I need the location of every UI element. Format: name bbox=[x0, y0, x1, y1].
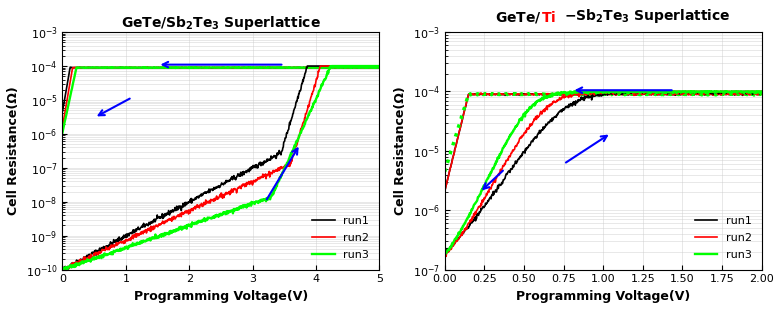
run2 bbox=[649, 91, 658, 95]
run1 bbox=[440, 250, 449, 254]
run2 bbox=[726, 91, 736, 95]
run1 bbox=[159, 213, 168, 217]
run3 bbox=[305, 113, 314, 116]
run2 bbox=[530, 118, 539, 122]
run1 bbox=[59, 268, 68, 272]
Title: $\mathbf{GeTe/Sb_2Te_3\ Superlattice}$: $\mathbf{GeTe/Sb_2Te_3\ Superlattice}$ bbox=[121, 14, 321, 32]
run2 bbox=[518, 134, 527, 138]
run2 bbox=[440, 251, 449, 255]
X-axis label: Programming Voltage(V): Programming Voltage(V) bbox=[516, 290, 690, 303]
run3 bbox=[58, 268, 67, 272]
run2 bbox=[266, 171, 276, 175]
run3 bbox=[440, 252, 449, 256]
run1 bbox=[518, 150, 527, 154]
Line: run3: run3 bbox=[444, 91, 761, 254]
run1 bbox=[136, 226, 145, 230]
run3 bbox=[757, 90, 766, 93]
run3 bbox=[135, 240, 144, 244]
run1 bbox=[757, 90, 766, 93]
run1 bbox=[440, 250, 450, 254]
Line: run1: run1 bbox=[62, 66, 380, 270]
run2 bbox=[58, 266, 67, 270]
Text: $\mathbf{GeTe/}$: $\mathbf{GeTe/}$ bbox=[494, 10, 541, 25]
Y-axis label: Cell Resistance(Ω): Cell Resistance(Ω) bbox=[394, 86, 407, 215]
run1 bbox=[305, 64, 315, 68]
Line: run3: run3 bbox=[62, 66, 380, 270]
run2 bbox=[148, 225, 157, 229]
run2 bbox=[585, 90, 594, 93]
run1 bbox=[58, 267, 67, 271]
run3 bbox=[158, 234, 167, 237]
run2 bbox=[687, 90, 697, 93]
run3 bbox=[147, 236, 156, 240]
run3 bbox=[518, 117, 527, 120]
Y-axis label: Cell Resistance(Ω): Cell Resistance(Ω) bbox=[7, 86, 20, 215]
run2 bbox=[540, 108, 550, 111]
Text: $\mathbf{Ti}$: $\mathbf{Ti}$ bbox=[541, 10, 556, 25]
run1 bbox=[726, 90, 736, 93]
run3 bbox=[687, 90, 697, 93]
Legend: run1, run2, run3: run1, run2, run3 bbox=[690, 212, 756, 264]
Text: $\mathbf{-Sb_2Te_3\ Superlattice}$: $\mathbf{-Sb_2Te_3\ Superlattice}$ bbox=[564, 7, 730, 25]
run2 bbox=[316, 64, 325, 68]
Line: run2: run2 bbox=[62, 66, 380, 270]
run3 bbox=[649, 90, 658, 93]
run1 bbox=[530, 136, 539, 140]
run3 bbox=[565, 90, 575, 93]
run2 bbox=[344, 64, 354, 68]
run1 bbox=[302, 64, 312, 68]
run2 bbox=[159, 221, 168, 225]
run1 bbox=[148, 220, 157, 224]
run3 bbox=[266, 195, 275, 198]
run2 bbox=[757, 90, 766, 93]
run2 bbox=[136, 232, 145, 235]
run1 bbox=[687, 90, 697, 93]
run1 bbox=[344, 64, 354, 68]
run3 bbox=[530, 104, 539, 108]
run2 bbox=[305, 100, 314, 104]
Legend: run1, run2, run3: run1, run2, run3 bbox=[308, 212, 374, 264]
run1 bbox=[605, 90, 615, 93]
run1 bbox=[540, 124, 550, 128]
run1 bbox=[375, 64, 384, 68]
run3 bbox=[540, 95, 550, 99]
run3 bbox=[326, 64, 336, 68]
run2 bbox=[441, 255, 451, 258]
run3 bbox=[375, 64, 384, 68]
run1 bbox=[266, 154, 276, 158]
Line: run1: run1 bbox=[444, 91, 761, 252]
run2 bbox=[375, 64, 384, 68]
run3 bbox=[726, 90, 736, 94]
run3 bbox=[344, 64, 353, 68]
X-axis label: Programming Voltage(V): Programming Voltage(V) bbox=[134, 290, 308, 303]
run2 bbox=[59, 268, 68, 272]
run1 bbox=[649, 90, 658, 94]
Line: run2: run2 bbox=[444, 91, 761, 256]
